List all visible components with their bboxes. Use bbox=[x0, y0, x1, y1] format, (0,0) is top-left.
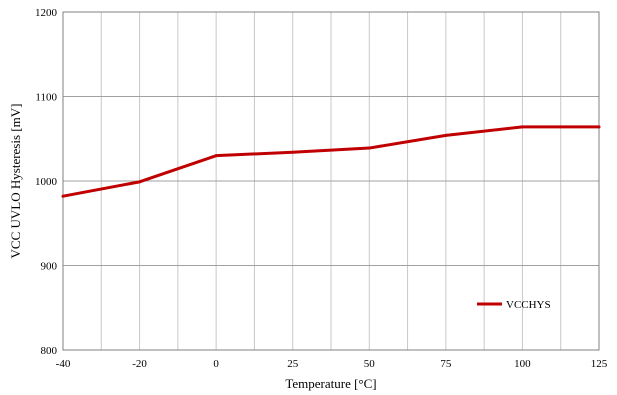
grid bbox=[63, 12, 599, 350]
x-axis-title: Temperature [°C] bbox=[285, 376, 376, 391]
x-tick-labels: -40 -20 0 25 50 75 100 125 bbox=[56, 358, 608, 370]
data-point bbox=[444, 133, 448, 137]
legend: VCCHYS bbox=[477, 299, 551, 311]
x-tick-label: 25 bbox=[287, 358, 299, 370]
legend-label: VCCHYS bbox=[506, 299, 551, 311]
data-point bbox=[291, 150, 295, 154]
series-line-vcchys bbox=[62, 125, 599, 198]
x-tick-label: 125 bbox=[591, 358, 608, 370]
x-tick-label: -40 bbox=[56, 358, 71, 370]
y-tick-label: 1000 bbox=[35, 176, 58, 188]
data-point bbox=[61, 194, 65, 198]
data-point bbox=[520, 125, 524, 129]
data-point bbox=[367, 146, 371, 150]
x-tick-label: 75 bbox=[440, 358, 452, 370]
data-point bbox=[597, 125, 601, 129]
x-tick-label: 0 bbox=[213, 358, 219, 370]
data-point bbox=[138, 180, 142, 184]
x-tick-label: 50 bbox=[364, 358, 376, 370]
x-tick-label: 100 bbox=[514, 358, 531, 370]
y-tick-label: 1200 bbox=[35, 7, 58, 19]
x-tick-label: -20 bbox=[132, 358, 147, 370]
y-tick-labels: 800 900 1000 1100 1200 bbox=[35, 7, 58, 357]
y-tick-label: 800 bbox=[41, 345, 58, 357]
data-point bbox=[214, 154, 218, 158]
y-tick-label: 900 bbox=[41, 261, 58, 273]
y-axis-title: VCC UVLO Hysteresis [mV] bbox=[8, 104, 23, 259]
series-layer bbox=[61, 125, 601, 198]
y-tick-label: 1100 bbox=[35, 92, 57, 104]
plot-frame bbox=[62, 11, 600, 351]
